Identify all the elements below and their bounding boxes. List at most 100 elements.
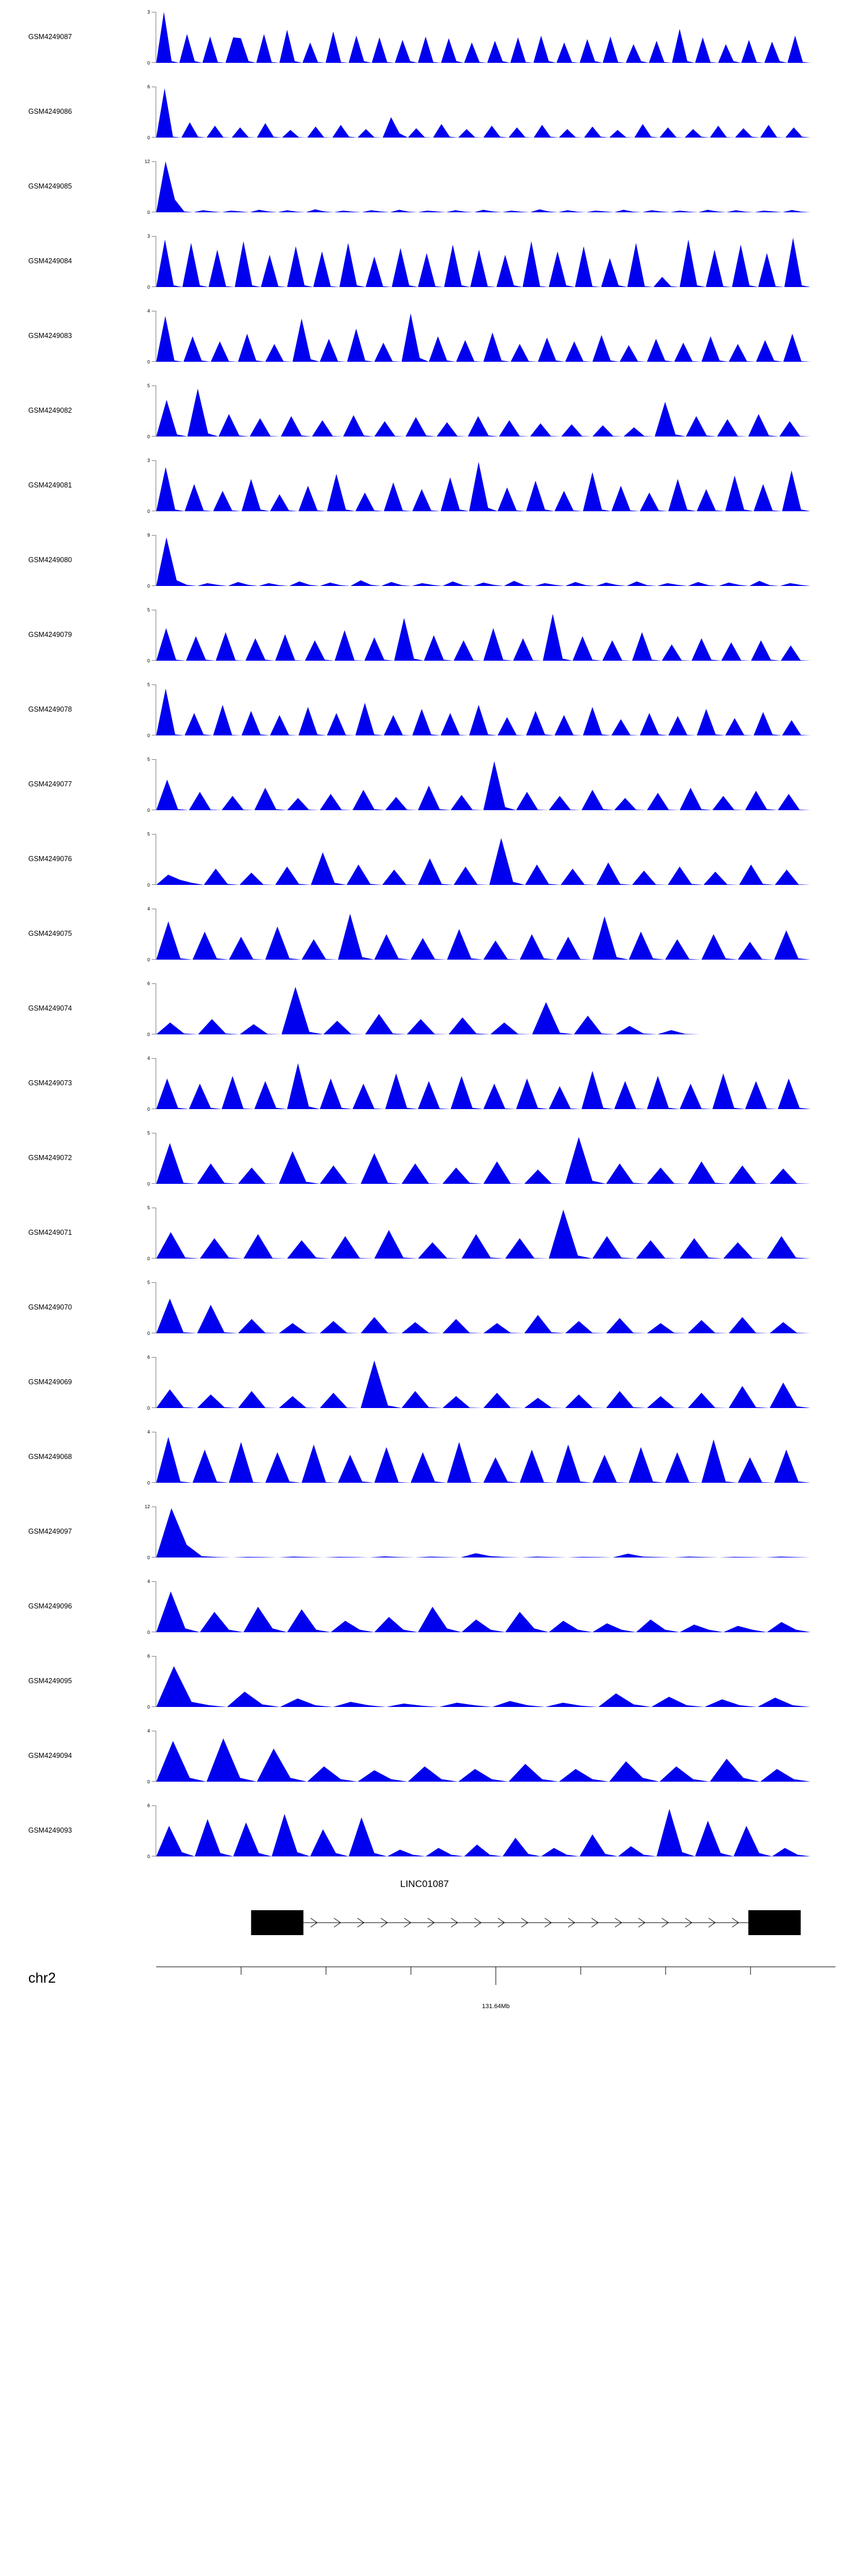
coverage-area[interactable] (156, 1133, 811, 1184)
y-axis-min-value: 0 (147, 1255, 150, 1261)
coverage-area[interactable] (156, 1058, 811, 1109)
y-axis-max-value: 5 (147, 756, 150, 762)
coverage-area[interactable] (156, 535, 811, 586)
coverage-area[interactable] (156, 1357, 811, 1408)
coverage-area[interactable] (156, 1805, 811, 1856)
coverage-track[interactable]: GSM4249097 12 0 (0, 1495, 849, 1569)
y-axis-max-value: 6 (147, 981, 150, 986)
coverage-track[interactable]: GSM4249073 4 0 (0, 1046, 849, 1121)
coverage-track[interactable]: GSM4249068 4 0 (0, 1420, 849, 1495)
y-axis-tick-max (152, 460, 156, 461)
y-axis-min-value: 0 (147, 1330, 150, 1336)
y-axis-max-value: 4 (147, 906, 150, 912)
y-axis-tick-max (152, 1581, 156, 1582)
exon-block (748, 1910, 801, 1935)
y-axis-max-value: 4 (147, 308, 150, 314)
y-axis-tick-max (152, 236, 156, 237)
coverage-track[interactable]: GSM4249072 5 0 (0, 1121, 849, 1196)
y-axis-min-value: 0 (147, 134, 150, 140)
coverage-track[interactable]: GSM4249082 5 0 (0, 374, 849, 448)
coverage-area[interactable] (156, 12, 811, 63)
coverage-area[interactable] (156, 1731, 811, 1782)
coverage-track[interactable]: GSM4249083 4 0 (0, 299, 849, 374)
coverage-area[interactable] (156, 1432, 811, 1483)
y-axis-max-value: 4 (147, 1728, 150, 1734)
coverage-track[interactable]: GSM4249087 3 0 (0, 0, 849, 75)
coverage-track[interactable]: GSM4249077 5 0 (0, 747, 849, 822)
y-axis-tick-max (152, 1357, 156, 1358)
track-label: GSM4249096 (28, 1602, 72, 1610)
coverage-track[interactable]: GSM4249093 6 0 (0, 1794, 849, 1868)
coverage-track[interactable]: GSM4249074 6 0 (0, 972, 849, 1046)
y-axis-tick-max (152, 1805, 156, 1806)
coverage-track[interactable]: GSM4249094 4 0 (0, 1719, 849, 1794)
coverage-area[interactable] (156, 1208, 811, 1259)
coverage-track[interactable]: GSM4249076 5 0 (0, 822, 849, 897)
y-axis-min-value: 0 (147, 583, 150, 589)
coverage-area[interactable] (156, 610, 811, 661)
track-label: GSM4249080 (28, 556, 72, 564)
strand-arrow-icon (334, 1918, 341, 1927)
y-axis-tick-min (152, 286, 156, 287)
track-label: GSM4249094 (28, 1752, 72, 1760)
coverage-area[interactable] (156, 834, 811, 885)
y-axis-tick-max (152, 1058, 156, 1059)
coverage-track[interactable]: GSM4249078 5 0 (0, 673, 849, 747)
coverage-track[interactable]: GSM4249084 3 0 (0, 224, 849, 299)
coverage-area[interactable] (156, 909, 811, 960)
strand-arrow-icon (568, 1918, 575, 1927)
y-axis-tick-max (152, 759, 156, 760)
track-label: GSM4249084 (28, 257, 72, 265)
y-axis-tick-min (152, 660, 156, 661)
strand-arrow-icon (311, 1918, 318, 1927)
coverage-area[interactable] (156, 311, 811, 362)
track-label: GSM4249072 (28, 1154, 72, 1162)
coverage-area[interactable] (156, 759, 811, 810)
y-axis-min-value: 0 (147, 1629, 150, 1635)
coverage-area[interactable] (156, 386, 811, 437)
track-label: GSM4249083 (28, 332, 72, 340)
coverage-track[interactable]: GSM4249079 5 0 (0, 598, 849, 673)
y-axis-max-value: 4 (147, 1055, 150, 1061)
coverage-track[interactable]: GSM4249071 5 0 (0, 1196, 849, 1270)
coverage-track[interactable]: GSM4249070 5 0 (0, 1270, 849, 1345)
chromosome-ruler (156, 1966, 835, 2017)
coverage-area[interactable] (156, 1656, 811, 1707)
y-axis-max-value: 12 (144, 159, 150, 164)
coverage-area[interactable] (156, 1581, 811, 1632)
coverage-track[interactable]: GSM4249081 3 0 (0, 448, 849, 523)
coverage-area[interactable] (156, 983, 811, 1034)
coverage-track[interactable]: GSM4249085 12 0 (0, 149, 849, 224)
y-axis-tick-min (152, 959, 156, 960)
coverage-area[interactable] (156, 460, 811, 511)
coverage-track[interactable]: GSM4249095 6 0 (0, 1644, 849, 1719)
coverage-area[interactable] (156, 87, 811, 138)
coverage-track[interactable]: GSM4249096 4 0 (0, 1569, 849, 1644)
track-label: GSM4249068 (28, 1453, 72, 1461)
coverage-area[interactable] (156, 236, 811, 287)
coverage-area[interactable] (156, 684, 811, 735)
strand-arrow-icon (638, 1918, 645, 1927)
coverage-track[interactable]: GSM4249069 6 0 (0, 1345, 849, 1420)
coverage-area[interactable] (156, 1507, 811, 1557)
track-label: GSM4249087 (28, 33, 72, 41)
coverage-track[interactable]: GSM4249075 4 0 (0, 897, 849, 972)
coverage-area[interactable] (156, 1282, 811, 1333)
y-axis-tick-min (152, 1482, 156, 1483)
y-axis-tick-max (152, 983, 156, 984)
coverage-track[interactable]: GSM4249086 6 0 (0, 75, 849, 149)
coverage-area[interactable] (156, 161, 811, 212)
strand-arrow-icon (381, 1918, 388, 1927)
y-axis-tick-min (152, 585, 156, 586)
strand-arrow-icon (732, 1918, 739, 1927)
track-label: GSM4249069 (28, 1378, 72, 1386)
coverage-track[interactable]: GSM4249080 9 0 (0, 523, 849, 598)
